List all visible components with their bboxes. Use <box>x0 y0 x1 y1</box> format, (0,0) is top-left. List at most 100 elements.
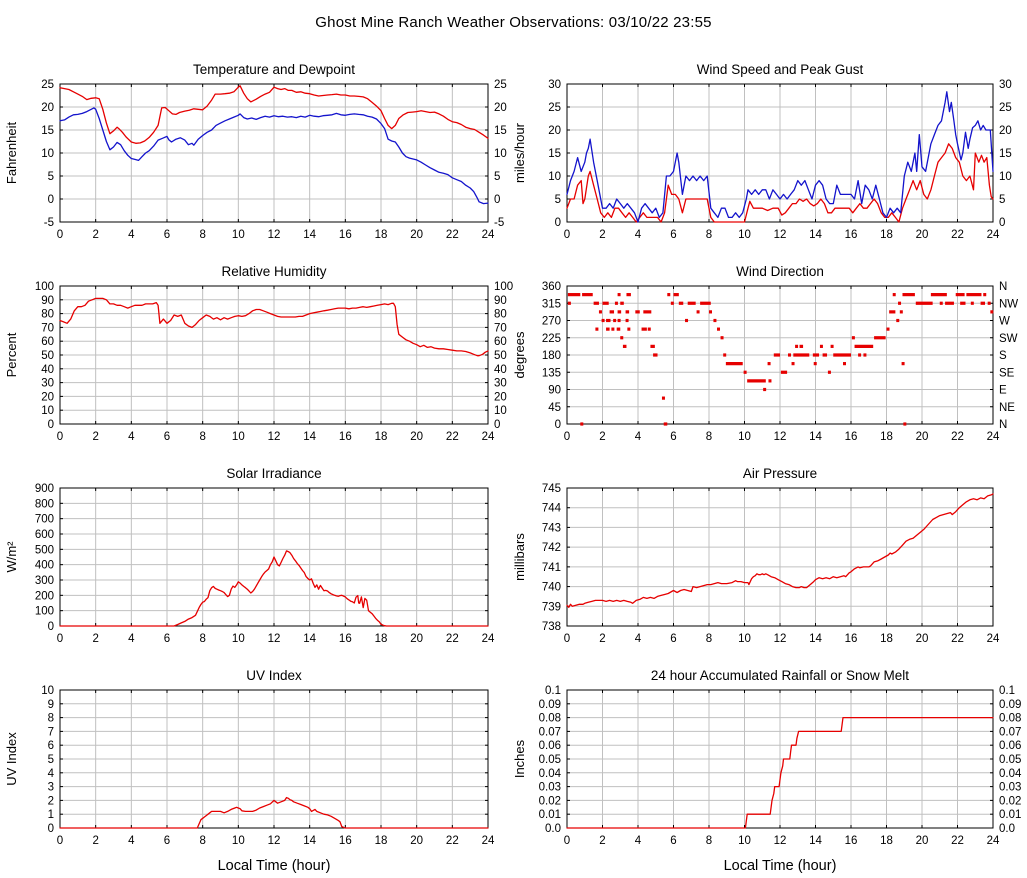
svg-text:100: 100 <box>35 281 54 293</box>
svg-text:18: 18 <box>375 431 388 443</box>
svg-text:0: 0 <box>57 835 63 847</box>
svg-text:W: W <box>999 316 1010 328</box>
svg-text:E: E <box>999 385 1007 397</box>
svg-text:0.03: 0.03 <box>539 782 561 794</box>
wind-speed-gust-plot: Wind Speed and Peak Gust0510152025300510… <box>514 62 1012 241</box>
svg-text:12: 12 <box>774 633 787 645</box>
svg-text:22: 22 <box>446 835 459 847</box>
svg-text:degrees: degrees <box>514 331 527 378</box>
svg-text:0.06: 0.06 <box>999 740 1021 752</box>
svg-text:2: 2 <box>92 431 98 443</box>
svg-text:20: 20 <box>916 633 929 645</box>
svg-text:0: 0 <box>494 419 500 431</box>
svg-text:5: 5 <box>494 171 500 183</box>
svg-text:12: 12 <box>268 633 281 645</box>
svg-text:10: 10 <box>494 405 507 417</box>
svg-text:22: 22 <box>951 229 964 241</box>
chart-rainfall: 24 hour Accumulated Rainfall or Snow Mel… <box>514 654 1027 878</box>
svg-text:SE: SE <box>999 367 1015 379</box>
svg-text:40: 40 <box>41 364 54 376</box>
svg-text:Temperature and Dewpoint: Temperature and Dewpoint <box>193 62 355 77</box>
svg-text:Air Pressure: Air Pressure <box>743 466 817 481</box>
svg-text:30: 30 <box>999 79 1012 91</box>
svg-text:45: 45 <box>548 402 561 414</box>
svg-text:10: 10 <box>738 431 751 443</box>
svg-text:16: 16 <box>845 835 858 847</box>
svg-text:10: 10 <box>232 431 245 443</box>
svg-text:14: 14 <box>809 835 822 847</box>
svg-text:0.1: 0.1 <box>545 685 561 697</box>
temperature-dewpoint-plot: Temperature and Dewpoint-50510152025-505… <box>4 62 507 241</box>
svg-text:UV Index: UV Index <box>246 668 302 683</box>
svg-text:20: 20 <box>410 633 423 645</box>
svg-text:2: 2 <box>599 229 605 241</box>
svg-text:0: 0 <box>57 229 63 241</box>
chart-wind-speed-gust: Wind Speed and Peak Gust 0 5 10 15 20 25 30 0 5 10… <box>514 48 1027 250</box>
svg-text:20: 20 <box>916 835 929 847</box>
svg-text:743: 743 <box>542 522 561 534</box>
chart-uv-index: UV Index 0 1 2 3 4 5 6 7 8 9 10 0 2 4 6 8 10 12 14 16 18 20 22 2… <box>0 654 513 878</box>
svg-text:2: 2 <box>599 835 605 847</box>
svg-text:10: 10 <box>999 171 1012 183</box>
svg-text:Percent: Percent <box>4 332 19 377</box>
svg-text:14: 14 <box>809 229 822 241</box>
svg-text:20: 20 <box>41 102 54 114</box>
svg-text:15: 15 <box>494 125 507 137</box>
svg-text:8: 8 <box>706 633 712 645</box>
svg-text:6: 6 <box>164 229 170 241</box>
svg-text:24: 24 <box>482 633 495 645</box>
svg-text:8: 8 <box>48 713 54 725</box>
chart-air-pressure: Air Pressure 738 739 740 741 742 743 744 745 0 2 4 6… <box>514 452 1027 654</box>
svg-text:22: 22 <box>951 835 964 847</box>
svg-text:25: 25 <box>548 102 561 114</box>
svg-text:24: 24 <box>987 431 1000 443</box>
svg-text:22: 22 <box>446 431 459 443</box>
svg-text:10: 10 <box>738 633 751 645</box>
svg-text:0.07: 0.07 <box>539 726 561 738</box>
svg-text:22: 22 <box>951 431 964 443</box>
svg-text:360: 360 <box>542 281 561 293</box>
svg-text:6: 6 <box>164 835 170 847</box>
svg-text:0.05: 0.05 <box>999 754 1021 766</box>
svg-text:10: 10 <box>41 685 54 697</box>
svg-text:10: 10 <box>232 229 245 241</box>
svg-text:Solar Irradiance: Solar Irradiance <box>226 466 321 481</box>
svg-text:8: 8 <box>199 229 205 241</box>
svg-text:18: 18 <box>375 835 388 847</box>
svg-text:900: 900 <box>35 483 54 495</box>
svg-text:W/m²: W/m² <box>4 541 19 573</box>
svg-text:24: 24 <box>482 835 495 847</box>
svg-text:2: 2 <box>92 835 98 847</box>
svg-text:4: 4 <box>635 835 642 847</box>
chart-temperature-dewpoint: Temperature and Dewpoint -5 0 5 10 15 20 25 -5 0 5… <box>0 48 513 250</box>
svg-text:1: 1 <box>48 809 54 821</box>
svg-text:15: 15 <box>548 148 561 160</box>
svg-text:0: 0 <box>555 419 561 431</box>
svg-text:15: 15 <box>41 125 54 137</box>
svg-text:NW: NW <box>999 298 1018 310</box>
svg-text:0.09: 0.09 <box>999 699 1021 711</box>
svg-text:40: 40 <box>494 364 507 376</box>
svg-text:745: 745 <box>542 483 561 495</box>
svg-text:18: 18 <box>880 633 893 645</box>
page-header: Ghost Mine Ranch Weather Observations: 0… <box>0 0 1027 44</box>
svg-text:20: 20 <box>410 835 423 847</box>
svg-text:22: 22 <box>951 633 964 645</box>
svg-text:SW: SW <box>999 333 1018 345</box>
svg-text:0.03: 0.03 <box>999 782 1021 794</box>
svg-text:300: 300 <box>35 575 54 587</box>
svg-text:0.0: 0.0 <box>545 823 561 835</box>
svg-text:UV Index: UV Index <box>4 732 19 786</box>
svg-text:16: 16 <box>845 431 858 443</box>
svg-text:6: 6 <box>670 229 676 241</box>
svg-text:6: 6 <box>164 633 170 645</box>
svg-text:0: 0 <box>494 194 500 206</box>
svg-text:5: 5 <box>999 194 1005 206</box>
svg-text:12: 12 <box>774 835 787 847</box>
chart-solar-irradiance: Solar Irradiance 0 100 200 300 400 500 600 700 80… <box>0 452 513 654</box>
svg-text:0: 0 <box>57 431 63 443</box>
svg-text:7: 7 <box>48 726 54 738</box>
svg-text:0.05: 0.05 <box>539 754 561 766</box>
svg-text:18: 18 <box>880 835 893 847</box>
